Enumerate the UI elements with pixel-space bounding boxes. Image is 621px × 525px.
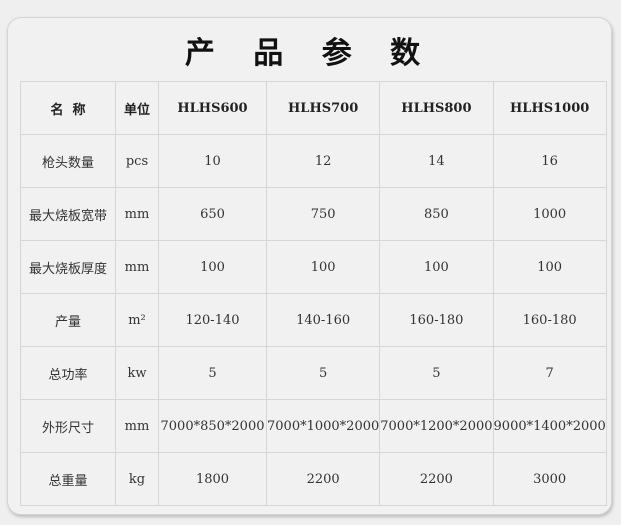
spec-card: 产 品 参 数 名 称单位 HLHS600 HLHS700 HLHS800 HLHS10… bbox=[7, 17, 612, 515]
unit-cell: mm bbox=[115, 399, 159, 453]
value-cell: 9000*1400*2000 bbox=[492, 399, 607, 453]
value-cell: 14 bbox=[379, 134, 494, 188]
value-cell: HLHS1000 bbox=[492, 81, 607, 135]
value-cell: 160-180 bbox=[492, 293, 607, 347]
unit-cell: mm bbox=[115, 240, 159, 294]
value-cell: HLHS700 bbox=[265, 81, 381, 135]
unit-cell: 单位 bbox=[115, 81, 159, 135]
table-row: 最大烧板宽带 mm 650 750 850 1000 bbox=[20, 187, 607, 241]
value-cell: 10 bbox=[158, 134, 267, 188]
value-cell: HLHS600 bbox=[158, 81, 267, 135]
value-cell: 120-140 bbox=[158, 293, 267, 347]
value-cell: 100 bbox=[265, 240, 381, 294]
unit-cell: mm bbox=[115, 187, 159, 241]
value-cell: 5 bbox=[158, 346, 267, 400]
value-cell: HLHS800 bbox=[379, 81, 494, 135]
value-cell: 650 bbox=[158, 187, 267, 241]
value-cell: 140-160 bbox=[265, 293, 381, 347]
value-cell: 100 bbox=[158, 240, 267, 294]
spec-table: 名 称单位 HLHS600 HLHS700 HLHS800 HLHS1000 枪头数量 pc… bbox=[20, 81, 607, 506]
table-row: 产量 m² 120-140 140-160 160-180 160-180 bbox=[20, 293, 607, 347]
unit-cell: m² bbox=[115, 293, 159, 347]
value-cell: 7000*1200*2000 bbox=[379, 399, 494, 453]
value-cell: 7000*1000*2000 bbox=[265, 399, 381, 453]
table-row: 总重量 kg 1800 2200 2200 3000 bbox=[20, 452, 607, 506]
value-cell: 2200 bbox=[265, 452, 381, 506]
value-cell: 16 bbox=[492, 134, 607, 188]
value-cell: 100 bbox=[492, 240, 607, 294]
unit-cell: kg bbox=[115, 452, 159, 506]
unit-cell: kw bbox=[115, 346, 159, 400]
row-label: 名 称 bbox=[20, 81, 116, 135]
row-label: 最大烧板宽带 bbox=[20, 187, 116, 241]
row-label: 枪头数量 bbox=[20, 134, 116, 188]
row-label: 外形尺寸 bbox=[20, 399, 116, 453]
table-row: 枪头数量 pcs 10 12 14 16 bbox=[20, 134, 607, 188]
table-row: 最大烧板厚度 mm 100 100 100 100 bbox=[20, 240, 607, 294]
value-cell: 3000 bbox=[492, 452, 607, 506]
value-cell: 12 bbox=[265, 134, 381, 188]
value-cell: 850 bbox=[379, 187, 494, 241]
value-cell: 750 bbox=[265, 187, 381, 241]
value-cell: 7 bbox=[492, 346, 607, 400]
value-cell: 5 bbox=[265, 346, 381, 400]
row-label: 总功率 bbox=[20, 346, 116, 400]
row-label: 最大烧板厚度 bbox=[20, 240, 116, 294]
value-cell: 5 bbox=[379, 346, 494, 400]
value-cell: 1000 bbox=[492, 187, 607, 241]
unit-cell: pcs bbox=[115, 134, 159, 188]
row-label: 总重量 bbox=[20, 452, 116, 506]
value-cell: 160-180 bbox=[379, 293, 494, 347]
header-row: 名 称单位 HLHS600 HLHS700 HLHS800 HLHS1000 bbox=[20, 81, 607, 135]
value-cell: 2200 bbox=[379, 452, 494, 506]
table-row: 总功率 kw 5 5 5 7 bbox=[20, 346, 607, 400]
page-title: 产 品 参 数 bbox=[184, 36, 435, 71]
row-label: 产量 bbox=[20, 293, 116, 347]
value-cell: 1800 bbox=[158, 452, 267, 506]
value-cell: 100 bbox=[379, 240, 494, 294]
value-cell: 7000*850*2000 bbox=[158, 399, 267, 453]
table-row: 外形尺寸 mm 7000*850*2000 7000*1000*2000 7000*12… bbox=[20, 399, 607, 453]
